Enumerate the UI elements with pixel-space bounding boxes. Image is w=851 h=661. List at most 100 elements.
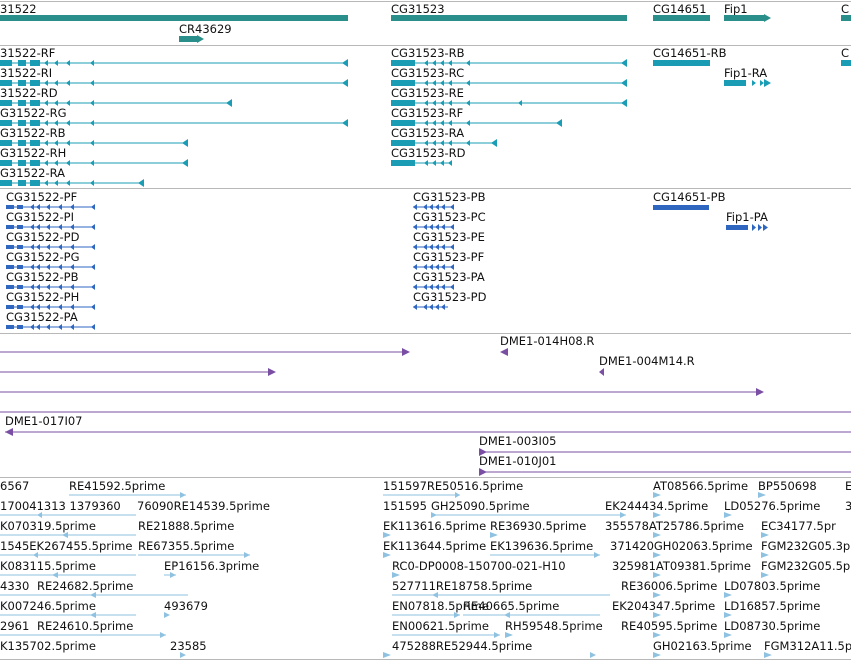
transcript-feature[interactable]: [391, 79, 627, 87]
est-feature[interactable]: [653, 612, 661, 618]
transcript-feature[interactable]: [0, 159, 188, 167]
est-feature[interactable]: [724, 592, 732, 598]
est-feature[interactable]: [180, 652, 186, 658]
est-label[interactable]: K135702.5prime: [0, 639, 96, 653]
transcript-feature[interactable]: [391, 59, 627, 67]
transcript-label[interactable]: 31522-RF: [0, 46, 55, 60]
est-label[interactable]: RE36930.5prime: [490, 519, 586, 533]
protein-feature[interactable]: [6, 304, 95, 310]
est-feature[interactable]: [653, 632, 661, 638]
est-feature[interactable]: [724, 632, 732, 638]
est-feature[interactable]: [69, 492, 186, 498]
est-label[interactable]: E: [845, 479, 851, 493]
protein-feature[interactable]: [653, 205, 709, 210]
gene-label[interactable]: CR43629: [179, 22, 232, 36]
protein-feature[interactable]: [413, 304, 448, 310]
est-feature[interactable]: [653, 652, 661, 658]
est-label[interactable]: 475288RE52944.5prime: [392, 639, 532, 653]
est-label[interactable]: 151595: [383, 499, 427, 513]
protein-feature[interactable]: [6, 204, 95, 210]
clone-label[interactable]: DME1-010J01: [479, 454, 557, 468]
protein-feature[interactable]: [413, 284, 454, 290]
protein-label[interactable]: CG31522-PH: [6, 290, 79, 304]
transcript-label[interactable]: CG31523-RD: [391, 146, 466, 160]
transcript-label[interactable]: CG31523-RF: [391, 106, 463, 120]
est-label[interactable]: EC34177.5pr: [761, 519, 836, 533]
transcript-label[interactable]: CG31523-RB: [391, 46, 465, 60]
est-label[interactable]: EK139636.5prime: [490, 539, 593, 553]
est-label[interactable]: 1545EK267455.5prime: [0, 539, 132, 553]
est-label[interactable]: 493679: [164, 599, 208, 613]
est-feature[interactable]: [463, 612, 600, 618]
est-label[interactable]: 2961: [0, 619, 29, 633]
protein-feature[interactable]: [413, 244, 454, 250]
gene-label[interactable]: CG14651: [653, 2, 707, 16]
est-label[interactable]: RE41592.5prime: [69, 479, 165, 493]
transcript-label[interactable]: G31522-RA: [0, 166, 65, 180]
transcript-label[interactable]: Fip1-RA: [724, 66, 767, 80]
est-feature[interactable]: [764, 652, 772, 658]
protein-feature[interactable]: [413, 204, 454, 210]
gene-feature[interactable]: [841, 15, 851, 21]
est-label[interactable]: EP16156.3prime: [164, 559, 259, 573]
est-label[interactable]: RE67355.5prime: [138, 539, 234, 553]
est-label[interactable]: RC0-DP0008-150700-021-H10: [392, 559, 566, 573]
est-label[interactable]: LD08730.5prime: [724, 619, 820, 633]
protein-label[interactable]: CG31523-PD: [413, 290, 487, 304]
clone-label[interactable]: DME1-004M14.R: [599, 354, 695, 368]
est-track[interactable]: 6567 RE41592.5prime 151597RE50516.5prime…: [0, 479, 851, 658]
est-label[interactable]: RE24610.5prime: [37, 619, 133, 633]
protein-label[interactable]: CG31522-PF: [6, 190, 77, 204]
protein-label[interactable]: CG14651-PB: [653, 190, 726, 204]
est-feature[interactable]: [761, 572, 769, 578]
est-label[interactable]: 527711RE18758.5prime: [392, 579, 532, 593]
transcript-feature[interactable]: [391, 99, 627, 107]
protein-label[interactable]: CG31523-PA: [413, 270, 485, 284]
est-feature[interactable]: [164, 612, 170, 618]
clone-feature[interactable]: [500, 348, 508, 356]
est-label[interactable]: GH02163.5prime: [653, 639, 752, 653]
protein-feature[interactable]: [413, 264, 454, 270]
transcript-feature[interactable]: [841, 60, 851, 66]
transcript-label[interactable]: G31522-RH: [0, 146, 66, 160]
transcript-feature[interactable]: [0, 179, 144, 187]
transcript-feature[interactable]: [0, 59, 348, 67]
est-label[interactable]: K007246.5prime: [0, 599, 96, 613]
est-label[interactable]: AT08566.5prime: [653, 479, 748, 493]
est-label[interactable]: RH59548.5prime: [505, 619, 603, 633]
est-label[interactable]: LD16857.5prime: [724, 599, 820, 613]
est-label[interactable]: RE36006.5prime: [621, 579, 717, 593]
gene-label[interactable]: CG31523: [391, 2, 445, 16]
est-feature[interactable]: [138, 552, 250, 558]
clone-feature[interactable]: [0, 368, 276, 376]
est-label[interactable]: BP550698: [758, 479, 817, 493]
est-feature[interactable]: [392, 612, 460, 618]
est-label[interactable]: 76090RE14539.5prime: [137, 499, 270, 513]
protein-label[interactable]: CG31523-PE: [413, 230, 485, 244]
est-feature[interactable]: [0, 532, 136, 538]
est-feature[interactable]: [653, 552, 661, 558]
transcript-label[interactable]: CG31523-RA: [391, 126, 464, 140]
protein-label[interactable]: Fip1-PA: [726, 210, 768, 224]
est-label[interactable]: LD07803.5prime: [724, 579, 820, 593]
gene-feature[interactable]: [179, 35, 204, 43]
est-label[interactable]: RE40595.5prime: [621, 619, 717, 633]
est-label[interactable]: K070319.5prime: [0, 519, 96, 533]
est-feature[interactable]: [761, 532, 769, 538]
protein-feature[interactable]: [6, 224, 95, 230]
est-feature[interactable]: [653, 592, 661, 598]
clone-feature[interactable]: [479, 468, 851, 476]
transcript-feature[interactable]: [0, 139, 188, 147]
gene-label[interactable]: Fip1: [724, 2, 748, 16]
transcript-feature[interactable]: [0, 119, 348, 127]
protein-feature[interactable]: [6, 264, 95, 270]
transcript-label[interactable]: G31522-RG: [0, 106, 67, 120]
est-feature[interactable]: [0, 572, 136, 578]
protein-feature[interactable]: [726, 224, 768, 231]
est-label[interactable]: 355578AT25786.5prime: [605, 519, 744, 533]
gene-feature[interactable]: [0, 15, 348, 21]
est-feature[interactable]: [383, 652, 391, 658]
transcript-label[interactable]: 31522-RD: [0, 86, 58, 100]
est-label[interactable]: EN00621.5prime: [392, 619, 489, 633]
est-label[interactable]: FGM232G05.5p: [761, 559, 850, 573]
